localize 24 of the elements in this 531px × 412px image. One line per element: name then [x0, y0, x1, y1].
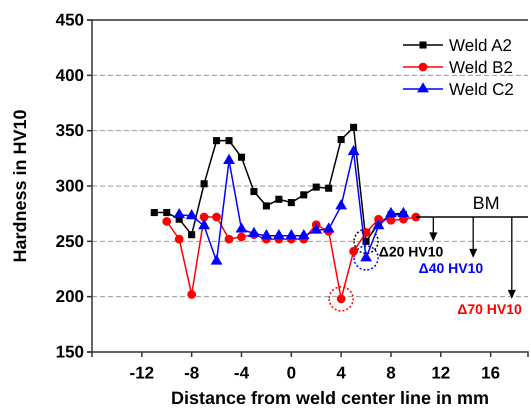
legend-label: Weld B2: [449, 58, 513, 77]
y-tick-label: 450: [56, 10, 84, 30]
x-tick-label: -12: [130, 364, 154, 383]
x-tick-label: 16: [481, 364, 500, 383]
y-axis-title: Hardness in HV10: [10, 109, 30, 263]
legend-label: Weld C2: [449, 80, 514, 99]
x-tick-label: -4: [234, 364, 250, 383]
annotation: Δ40 HV10: [418, 260, 484, 276]
y-tick-label: 200: [56, 287, 84, 306]
x-tick-label: 8: [386, 364, 396, 383]
y-tick-label: 400: [56, 66, 84, 85]
y-tick-label: 350: [56, 121, 84, 140]
annotation: Δ70 HV10: [457, 300, 522, 317]
x-axis-title: Distance from weld center line in mm: [170, 388, 490, 408]
x-tick-label: 4: [336, 364, 346, 383]
x-tick-label: 0: [286, 364, 296, 383]
x-tick-label: 12: [431, 364, 450, 383]
y-tick-label: 300: [56, 176, 84, 196]
annotation: BM: [472, 192, 500, 213]
annotation: Δ20 HV10: [378, 243, 444, 260]
y-tick-label: 250: [56, 232, 84, 251]
x-tick-label: -8: [184, 364, 200, 383]
y-tick-label: 150: [56, 342, 84, 362]
legend-label: Weld A2: [449, 36, 512, 55]
